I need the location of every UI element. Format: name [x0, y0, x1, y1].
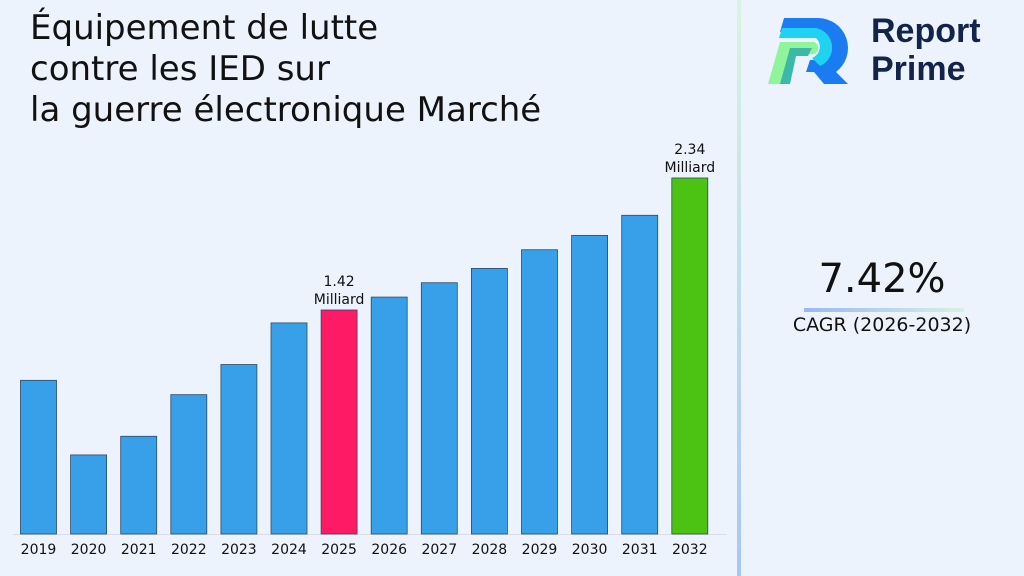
- bar-2021: [120, 435, 158, 535]
- x-tick-label: 2020: [71, 542, 107, 558]
- logo-text: Report Prime: [871, 12, 981, 88]
- bar-2027: [420, 282, 458, 535]
- x-tick-label: 2021: [121, 542, 157, 558]
- report-prime-logo-icon: [768, 18, 848, 84]
- bar-2023: [220, 364, 258, 535]
- bar-2020: [70, 454, 107, 535]
- data-label-unit: Milliard: [314, 292, 365, 308]
- data-label-value: 2.34: [674, 142, 705, 158]
- bar-2031: [621, 214, 659, 535]
- bar-2028: [470, 267, 508, 535]
- bar-2024: [270, 322, 308, 535]
- x-tick-label: 2031: [622, 542, 658, 558]
- x-tick-label: 2026: [371, 542, 407, 558]
- logo-text-report: Report: [871, 12, 981, 50]
- x-tick-label: 2019: [21, 542, 57, 558]
- bar-2022: [170, 394, 208, 535]
- cagr-value: 7.42%: [818, 256, 946, 302]
- cagr-label: CAGR (2026-2032): [792, 314, 972, 336]
- data-label-value: 1.42: [324, 274, 355, 290]
- logo-text-prime: Prime: [871, 50, 966, 88]
- x-tick-label: 2027: [421, 542, 457, 558]
- x-tick-label: 2032: [672, 542, 708, 558]
- bar-2019: [20, 379, 57, 535]
- cagr-underline: [804, 308, 964, 312]
- bar-2029: [521, 249, 558, 535]
- x-tick-label: 2023: [221, 542, 257, 558]
- bar-2032: [671, 177, 709, 535]
- x-tick-label: 2028: [472, 542, 508, 558]
- chart-title: Équipement de lutte contre les IED sur l…: [30, 8, 542, 130]
- data-label-unit: Milliard: [664, 160, 715, 176]
- bar-2030: [571, 234, 608, 535]
- x-tick-label: 2022: [171, 542, 207, 558]
- divider: [737, 0, 741, 576]
- bar-chart: 2019 2020 2021 2022 2023 2024 2025 1.42 Milliard…: [13, 142, 727, 558]
- x-tick-label: 2025: [321, 542, 357, 558]
- x-tick-label: 2024: [271, 542, 307, 558]
- x-tick-label: 2029: [522, 542, 558, 558]
- x-tick-label: 2030: [572, 542, 608, 558]
- bar-2025: [320, 309, 358, 535]
- bar-2026: [370, 296, 408, 535]
